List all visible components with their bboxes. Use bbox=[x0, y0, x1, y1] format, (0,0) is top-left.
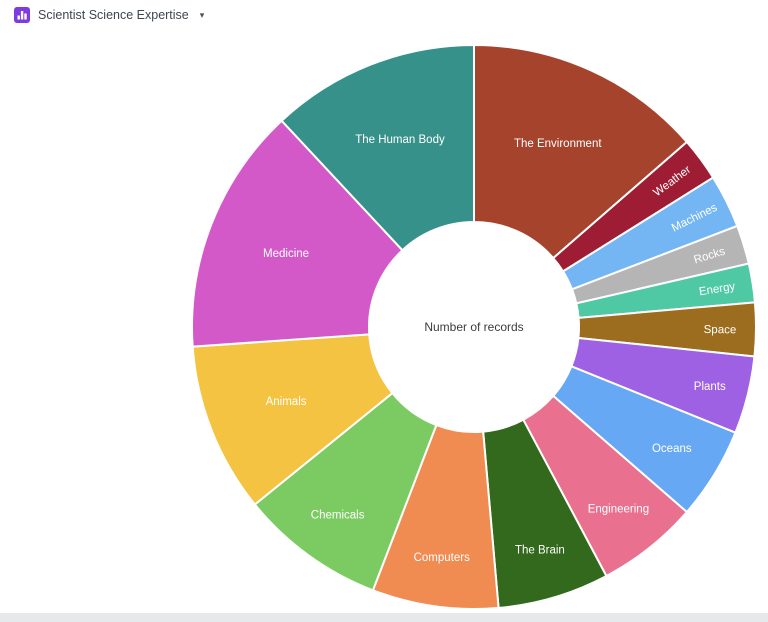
slice-the-human-body[interactable] bbox=[280, 43, 475, 252]
center-label: Number of records bbox=[424, 320, 523, 334]
slice-label-space: Space bbox=[704, 324, 737, 336]
panel-title: Scientist Science Expertise bbox=[38, 7, 189, 22]
chart-title-dropdown[interactable]: Scientist Science Expertise ▾ bbox=[14, 7, 204, 23]
slice-label-the-human-body: The Human Body bbox=[355, 134, 445, 146]
slice-label-plants: Plants bbox=[694, 381, 726, 393]
slice-label-animals: Animals bbox=[266, 396, 307, 408]
chart-area: The Environment Weather Machines Rocks Energ… bbox=[0, 30, 768, 622]
slice-medicine[interactable] bbox=[191, 119, 404, 348]
slice-label-the-environment: The Environment bbox=[514, 138, 602, 150]
slice-label-the-brain: The Brain bbox=[515, 544, 565, 556]
slice-label-energy: Energy bbox=[698, 281, 736, 299]
slice-label-oceans: Oceans bbox=[652, 443, 692, 455]
donut-chart: The EnvironmentWeatherMachinesRocksEnerg… bbox=[191, 43, 757, 611]
slice-animals[interactable] bbox=[191, 333, 394, 506]
slice-label-engineering: Engineering bbox=[588, 504, 649, 516]
bar-chart-icon bbox=[14, 7, 30, 23]
slice-label-chemicals: Chemicals bbox=[311, 510, 365, 522]
slice-label-medicine: Medicine bbox=[263, 248, 309, 260]
slice-label-computers: Computers bbox=[414, 552, 470, 564]
slice-the-environment[interactable] bbox=[473, 43, 689, 260]
panel-bottom-strip bbox=[0, 613, 768, 622]
chevron-down-icon: ▾ bbox=[199, 9, 205, 20]
panel-header: Scientist Science Expertise ▾ bbox=[0, 0, 768, 30]
